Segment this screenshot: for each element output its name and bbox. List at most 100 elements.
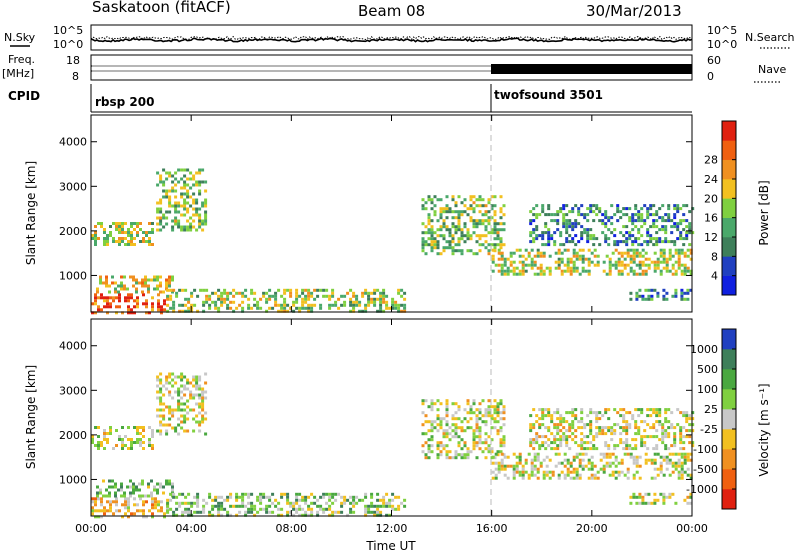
freq-dot <box>277 65 279 67</box>
data-cell <box>668 251 672 255</box>
data-cell <box>676 237 680 241</box>
data-cell <box>112 240 115 243</box>
data-cell <box>562 204 566 208</box>
data-cell <box>631 234 635 238</box>
data-cell <box>204 417 208 421</box>
data-cell <box>367 303 371 307</box>
data-cell <box>180 408 184 412</box>
nave-dot <box>369 70 371 72</box>
freq-dot <box>179 65 181 67</box>
data-cell <box>370 300 374 304</box>
data-cell <box>592 411 596 415</box>
data-cell <box>538 426 542 430</box>
data-cell <box>658 237 662 241</box>
data-cell <box>596 470 600 474</box>
data-cell <box>611 452 615 456</box>
data-cell <box>424 240 428 244</box>
data-cell <box>536 458 540 462</box>
data-cell <box>475 456 479 460</box>
data-cell <box>177 225 181 229</box>
data-cell <box>211 507 215 511</box>
data-cell <box>183 183 187 187</box>
data-cell <box>421 402 425 406</box>
data-cell <box>661 204 665 208</box>
data-cell <box>640 411 644 415</box>
data-cell <box>187 297 191 301</box>
colorbar-segment <box>722 449 736 470</box>
data-cell <box>268 510 272 514</box>
freq-dot <box>307 65 309 67</box>
data-cell <box>424 207 428 211</box>
data-cell <box>145 311 148 315</box>
data-cell <box>521 263 525 267</box>
data-cell <box>463 234 467 238</box>
data-cell <box>229 306 233 310</box>
data-cell <box>586 414 590 418</box>
data-cell <box>632 461 636 465</box>
data-cell <box>638 260 642 264</box>
nave-dot <box>113 70 115 72</box>
data-cell <box>499 207 503 211</box>
data-cell <box>674 288 678 292</box>
data-cell <box>496 408 500 412</box>
freq-dot <box>363 65 365 67</box>
data-cell <box>172 303 176 307</box>
data-cell <box>171 228 175 232</box>
data-cell <box>421 444 425 448</box>
nave-dot <box>223 70 225 72</box>
data-cell <box>346 291 350 295</box>
data-cell <box>223 498 227 502</box>
data-cell <box>370 297 374 301</box>
data-cell <box>445 210 449 214</box>
data-cell <box>322 288 326 292</box>
data-cell <box>586 231 590 235</box>
data-cell <box>679 234 683 238</box>
freq-dot <box>459 65 461 67</box>
data-cell <box>94 296 97 300</box>
data-cell <box>650 294 654 298</box>
data-cell <box>115 305 118 309</box>
data-cell <box>454 435 458 439</box>
data-cell <box>637 237 641 241</box>
data-cell <box>503 263 507 267</box>
data-cell <box>637 432 641 436</box>
data-cell <box>611 473 615 477</box>
data-cell <box>658 240 662 244</box>
data-cell <box>634 240 638 244</box>
data-cell <box>112 299 115 303</box>
data-cell <box>192 378 196 382</box>
nave-dot <box>211 70 213 72</box>
data-cell <box>559 234 563 238</box>
data-cell <box>608 455 612 459</box>
data-cell <box>646 240 650 244</box>
data-cell <box>686 467 690 471</box>
data-cell <box>313 297 317 301</box>
data-cell <box>316 513 320 517</box>
nave-dot <box>389 70 391 72</box>
data-cell <box>656 498 660 502</box>
nave-dot <box>255 70 257 72</box>
data-cell <box>493 399 497 403</box>
data-cell <box>172 300 176 304</box>
data-cell <box>174 204 178 208</box>
freq-dot <box>121 65 123 67</box>
data-cell <box>589 234 593 238</box>
data-cell <box>424 453 428 457</box>
data-cell <box>256 495 260 499</box>
data-cell <box>614 266 618 270</box>
data-cell <box>545 473 549 477</box>
data-cell <box>388 498 392 502</box>
data-cell <box>586 213 590 217</box>
data-cell <box>656 263 660 267</box>
data-cell <box>127 296 130 300</box>
data-cell <box>121 515 124 519</box>
data-cell <box>494 452 498 456</box>
data-cell <box>515 455 519 459</box>
data-cell <box>151 243 154 246</box>
data-cell <box>133 311 136 315</box>
data-cell <box>626 470 630 474</box>
nave-dot <box>97 70 99 72</box>
data-cell <box>181 309 185 313</box>
data-cell <box>183 228 187 232</box>
data-cell <box>574 441 578 445</box>
